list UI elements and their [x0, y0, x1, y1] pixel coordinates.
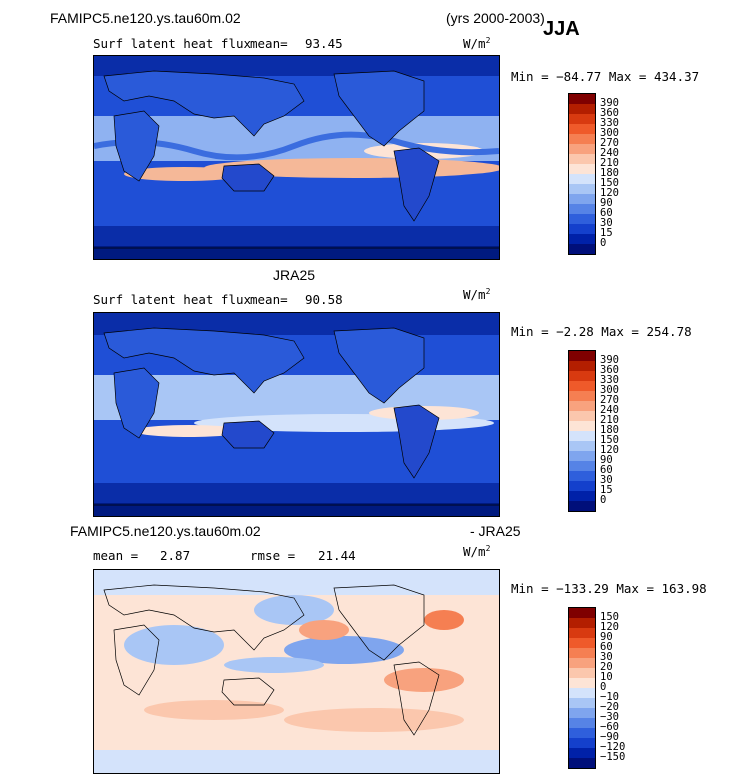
- panel2-colorbar: [568, 350, 596, 512]
- colorbar-tick-label: 90: [600, 631, 613, 643]
- colorbar-tick-label: 10: [600, 671, 613, 683]
- colorbar-tick-label: 360: [600, 107, 619, 119]
- colorbar-tick-label: 240: [600, 147, 619, 159]
- panel1-variable: Surf latent heat flux: [93, 36, 252, 51]
- panel1-mean-label: mean=: [250, 36, 288, 51]
- colorbar-tick-label: 120: [600, 187, 619, 199]
- panel2-variable: Surf latent heat flux: [93, 292, 252, 307]
- panel2-minmax: Min = −2.28 Max = 254.78: [511, 324, 692, 339]
- panel3-mean-value: 2.87: [160, 548, 191, 563]
- panel2-mean-label: mean=: [250, 292, 288, 307]
- colorbar-tick-label: 180: [600, 424, 619, 436]
- colorbar-tick-label: 150: [600, 177, 619, 189]
- colorbar-tick-label: 390: [600, 354, 619, 366]
- panel3-map: [93, 569, 500, 774]
- colorbar-tick-label: 270: [600, 137, 619, 149]
- colorbar-tick-label: 90: [600, 197, 613, 209]
- colorbar-tick-label: 330: [600, 374, 619, 386]
- panel1-units: W/m2: [463, 36, 491, 52]
- colorbar-tick-label: 20: [600, 661, 613, 673]
- panel2-units: W/m2: [463, 287, 491, 303]
- colorbar-tick-label: 210: [600, 157, 619, 169]
- colorbar-tick-label: −20: [600, 701, 619, 713]
- panel1-map: [93, 55, 500, 260]
- panel2-map: [93, 312, 500, 517]
- panel2-mean-value: 90.58: [305, 292, 343, 307]
- colorbar-tick-label: 60: [600, 464, 613, 476]
- panel2-dataset: JRA25: [273, 267, 316, 283]
- colorbar-tick-label: 0: [600, 494, 607, 506]
- panel3-minmax: Min = −133.29 Max = 163.98: [511, 581, 707, 596]
- season-label: JJA: [543, 18, 580, 40]
- panel3-mean-label: mean =: [93, 548, 139, 563]
- colorbar-tick-label: −150: [600, 751, 626, 763]
- colorbar-tick-label: 180: [600, 167, 619, 179]
- colorbar-tick-label: 60: [600, 641, 613, 653]
- panel1-minmax: Min = −84.77 Max = 434.37: [511, 69, 700, 84]
- colorbar-tick-label: 360: [600, 364, 619, 376]
- colorbar-tick-label: 390: [600, 97, 619, 109]
- panel1-mean-value: 93.45: [305, 36, 343, 51]
- colorbar-tick-label: 240: [600, 404, 619, 416]
- colorbar-tick-label: −90: [600, 731, 619, 743]
- colorbar-tick-label: −120: [600, 741, 626, 753]
- colorbar-tick-label: −10: [600, 691, 619, 703]
- colorbar-tick-label: 300: [600, 127, 619, 139]
- years-label: (yrs 2000-2003): [446, 10, 545, 26]
- colorbar-tick-label: 150: [600, 611, 619, 623]
- panel3-colorbar: [568, 607, 596, 769]
- panel3-title-right: - JRA25: [470, 523, 521, 539]
- case-title: FAMIPC5.ne120.ys.tau60m.02: [50, 10, 241, 26]
- colorbar-tick-label: 0: [600, 237, 607, 249]
- colorbar-tick-label: 0: [600, 681, 607, 693]
- colorbar-tick-label: 30: [600, 474, 613, 486]
- colorbar-tick-label: 30: [600, 651, 613, 663]
- colorbar-tick-label: 210: [600, 414, 619, 426]
- panel3-rmse-value: 21.44: [318, 548, 356, 563]
- colorbar-tick-label: 150: [600, 434, 619, 446]
- colorbar-tick-label: 120: [600, 444, 619, 456]
- colorbar-tick-label: 15: [600, 484, 613, 496]
- panel3-rmse-label: rmse =: [250, 548, 296, 563]
- colorbar-tick-label: 330: [600, 117, 619, 129]
- panel1-colorbar: [568, 93, 596, 255]
- colorbar-tick-label: −60: [600, 721, 619, 733]
- panel3-units: W/m2: [463, 544, 491, 560]
- colorbar-tick-label: 15: [600, 227, 613, 239]
- colorbar-tick-label: 300: [600, 384, 619, 396]
- panel3-title-left: FAMIPC5.ne120.ys.tau60m.02: [70, 523, 261, 539]
- colorbar-tick-label: 270: [600, 394, 619, 406]
- colorbar-tick-label: 120: [600, 621, 619, 633]
- colorbar-tick-label: 60: [600, 207, 613, 219]
- colorbar-tick-label: 30: [600, 217, 613, 229]
- colorbar-tick-label: −30: [600, 711, 619, 723]
- colorbar-tick-label: 90: [600, 454, 613, 466]
